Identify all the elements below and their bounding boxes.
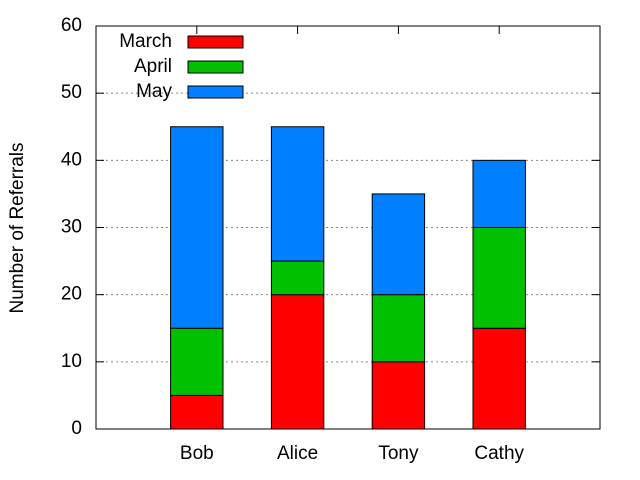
plot-frame (95, 25, 601, 430)
y-tick-label: 60 (61, 15, 82, 36)
y-tick-label: 0 (71, 418, 82, 439)
bar-segment (472, 159, 526, 228)
bar-segment (371, 361, 426, 430)
bar-segment (472, 327, 526, 430)
x-tick-label: Tony (378, 443, 419, 464)
bar-segment (170, 394, 224, 430)
bar-segment (371, 193, 426, 296)
bar-segment (270, 126, 325, 262)
legend-swatch (187, 85, 244, 99)
bar-segment (472, 227, 526, 329)
y-tick-label: 10 (61, 351, 82, 372)
y-tick-label: 30 (61, 217, 82, 238)
legend-label: March (119, 31, 172, 52)
legend-swatch (187, 35, 244, 49)
bar-segment (270, 260, 325, 296)
x-tick-label: Alice (277, 443, 318, 464)
bar-segment (270, 294, 325, 430)
y-axis-label: Number of Referrals (7, 142, 28, 313)
legend-label: April (134, 56, 172, 77)
legend-swatch (187, 60, 244, 74)
x-tick-label: Bob (180, 443, 214, 464)
y-tick-label: 20 (61, 284, 82, 305)
bar-segment (170, 327, 224, 396)
bar-segment (170, 126, 224, 329)
x-tick-label: Cathy (474, 443, 524, 464)
y-tick-label: 50 (61, 82, 82, 103)
y-tick-label: 40 (61, 149, 82, 170)
legend-label: May (136, 81, 172, 102)
bar-segment (371, 294, 426, 363)
